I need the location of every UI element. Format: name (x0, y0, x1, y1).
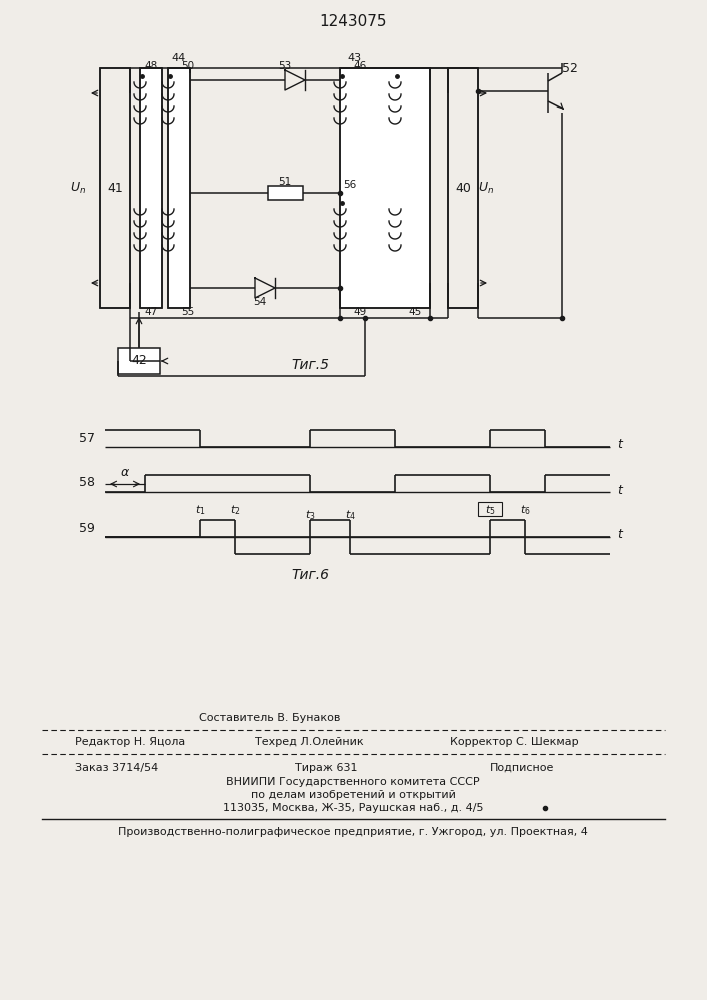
Text: Производственно-полиграфическое предприятие, г. Ужгород, ул. Проектная, 4: Производственно-полиграфическое предприя… (118, 827, 588, 837)
Text: Заказ 3714/54: Заказ 3714/54 (75, 763, 158, 773)
Text: 43: 43 (348, 53, 362, 63)
Text: 47: 47 (144, 307, 157, 317)
Text: Подписное: Подписное (490, 763, 554, 773)
Bar (140, 68, 162, 308)
Text: $t_5$: $t_5$ (485, 503, 496, 517)
Text: Τиг.6: Τиг.6 (291, 568, 329, 582)
Text: ВНИИПИ Государственного комитета СССР: ВНИИПИ Государственного комитета СССР (226, 777, 480, 787)
Text: 46: 46 (353, 61, 366, 71)
Bar (168, 68, 190, 308)
Text: 41: 41 (107, 182, 123, 194)
Bar (100, 68, 130, 308)
Text: Тираж 631: Тираж 631 (295, 763, 358, 773)
Bar (448, 68, 478, 308)
Text: 44: 44 (172, 53, 186, 63)
Bar (448, 68, 478, 308)
Text: 50: 50 (181, 61, 194, 71)
Text: 59: 59 (79, 522, 95, 534)
Text: Τиг.5: Τиг.5 (291, 358, 329, 372)
Text: α: α (121, 466, 129, 479)
Text: t: t (617, 438, 622, 452)
Text: $t_3$: $t_3$ (305, 508, 315, 522)
Bar (268, 186, 303, 200)
Bar (100, 68, 130, 308)
Text: Корректор С. Шекмар: Корректор С. Шекмар (450, 737, 578, 747)
Text: t: t (617, 528, 622, 542)
Text: 53: 53 (279, 61, 291, 71)
Text: $t_4$: $t_4$ (344, 508, 356, 522)
Text: 48: 48 (144, 61, 157, 71)
Text: 54: 54 (253, 297, 267, 307)
Bar (168, 68, 190, 308)
Bar (340, 68, 430, 308)
Text: 56: 56 (343, 180, 356, 190)
Text: Техред Л.Олейник: Техред Л.Олейник (255, 737, 363, 747)
Text: 1243075: 1243075 (320, 14, 387, 29)
Text: $U_n$: $U_n$ (478, 180, 494, 196)
Text: 58: 58 (79, 477, 95, 489)
Text: по делам изобретений и открытий: по делам изобретений и открытий (250, 790, 455, 800)
Text: t: t (617, 484, 622, 496)
Text: 51: 51 (279, 177, 291, 187)
Text: $t_6$: $t_6$ (520, 503, 530, 517)
Bar (478, 502, 502, 516)
Text: 57: 57 (79, 432, 95, 444)
Bar (140, 68, 162, 308)
Bar (118, 348, 160, 374)
Text: Редактор Н. Яцола: Редактор Н. Яцола (75, 737, 185, 747)
Text: 40: 40 (455, 182, 471, 194)
Text: $t_2$: $t_2$ (230, 503, 240, 517)
Text: Составитель В. Бунаков: Составитель В. Бунаков (199, 713, 341, 723)
Text: $t_1$: $t_1$ (194, 503, 205, 517)
Text: 52: 52 (562, 62, 578, 75)
Text: 113035, Москва, Ж-35, Раушская наб., д. 4/5: 113035, Москва, Ж-35, Раушская наб., д. … (223, 803, 484, 813)
Bar (340, 68, 430, 308)
Text: 42: 42 (131, 355, 147, 367)
Text: 55: 55 (181, 307, 194, 317)
Text: $U_n$: $U_n$ (70, 180, 86, 196)
Text: 49: 49 (353, 307, 366, 317)
Text: 45: 45 (408, 307, 421, 317)
